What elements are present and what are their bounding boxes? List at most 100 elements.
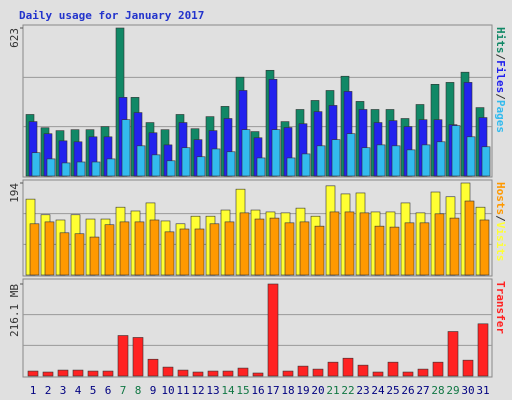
bar	[357, 364, 369, 377]
bar	[31, 152, 41, 177]
bar	[211, 148, 221, 177]
bar	[222, 370, 234, 377]
x-tick-label: 16	[251, 384, 264, 397]
bar	[252, 372, 264, 377]
bar	[389, 226, 400, 276]
x-tick-label: 13	[206, 384, 219, 397]
bar	[312, 368, 324, 377]
bar	[344, 211, 355, 276]
bar	[342, 357, 354, 377]
bar	[464, 200, 475, 276]
bar	[361, 147, 371, 177]
bar	[271, 129, 281, 177]
bar	[117, 335, 129, 377]
legend-entry: Transfer	[494, 281, 507, 334]
bar	[147, 358, 159, 377]
bar	[46, 158, 56, 177]
bar	[164, 231, 175, 276]
bar	[59, 232, 70, 276]
legend-entry: Hosts	[494, 182, 507, 215]
bar	[286, 157, 296, 177]
bar	[121, 119, 131, 177]
bar	[42, 371, 54, 377]
legend-entry: Files	[494, 60, 507, 93]
x-tick-label: 29	[446, 384, 459, 397]
bar	[419, 222, 430, 276]
bar	[404, 222, 415, 276]
bar	[102, 370, 114, 377]
y-tick-label: 194	[8, 183, 21, 203]
bar	[449, 217, 460, 276]
x-tick-label: 24	[371, 384, 385, 397]
bar	[181, 147, 191, 177]
bar	[61, 162, 71, 177]
bar	[406, 149, 416, 177]
bar	[451, 125, 461, 177]
bar	[387, 361, 399, 377]
x-tick-label: 28	[431, 384, 444, 397]
bar	[269, 217, 280, 276]
bar	[477, 323, 489, 377]
bar	[44, 221, 55, 276]
bar	[436, 141, 446, 177]
bar	[237, 367, 249, 377]
bar	[331, 139, 341, 177]
x-tick-label: 11	[176, 384, 189, 397]
bar	[151, 154, 161, 177]
bar	[226, 151, 236, 177]
bar	[136, 145, 146, 177]
bar	[284, 222, 295, 276]
bar	[297, 365, 309, 377]
x-tick-label: 2	[45, 384, 52, 397]
bar	[299, 221, 310, 276]
bar	[254, 218, 265, 276]
y-tick-label: 623	[8, 28, 21, 48]
bar	[87, 370, 99, 377]
legend: Hits/Files/Pages	[494, 27, 507, 133]
legend-separator: /	[494, 54, 507, 61]
y-tick-label: 216.1 MB	[8, 284, 21, 337]
x-tick-label: 3	[60, 384, 67, 397]
bar	[192, 371, 204, 377]
bar	[479, 219, 490, 276]
x-tick-label: 20	[311, 384, 324, 397]
bar	[447, 331, 459, 377]
bar	[374, 225, 385, 276]
x-tick-label: 30	[461, 384, 474, 397]
panel-frame	[22, 278, 493, 378]
x-tick-label: 17	[266, 384, 279, 397]
bar	[241, 129, 251, 177]
bar	[421, 144, 431, 177]
bar	[132, 337, 144, 377]
bar	[267, 283, 279, 377]
x-tick-label: 15	[236, 384, 249, 397]
x-tick-label: 8	[135, 384, 142, 397]
legend-separator: /	[494, 215, 507, 222]
bar	[89, 236, 100, 276]
legend: Hosts/Visits	[494, 182, 507, 262]
x-tick-label: 1	[30, 384, 37, 397]
x-tick-label: 4	[75, 384, 82, 397]
bar	[134, 221, 145, 276]
bar	[329, 211, 340, 276]
legend: Transfer	[494, 281, 507, 334]
x-tick-label: 27	[416, 384, 429, 397]
panel-frame	[22, 179, 493, 277]
x-tick-label: 5	[90, 384, 97, 397]
bar	[149, 219, 160, 276]
x-tick-label: 6	[105, 384, 112, 397]
bar	[359, 212, 370, 276]
bar	[462, 359, 474, 377]
bar	[76, 161, 86, 177]
x-tick-label: 21	[326, 384, 339, 397]
x-tick-label: 7	[120, 384, 127, 397]
bar	[239, 212, 250, 276]
bar	[194, 228, 205, 276]
bar	[106, 158, 116, 177]
x-tick-label: 25	[386, 384, 399, 397]
bar	[316, 145, 326, 177]
bar	[104, 224, 115, 276]
x-tick-label: 23	[356, 384, 369, 397]
